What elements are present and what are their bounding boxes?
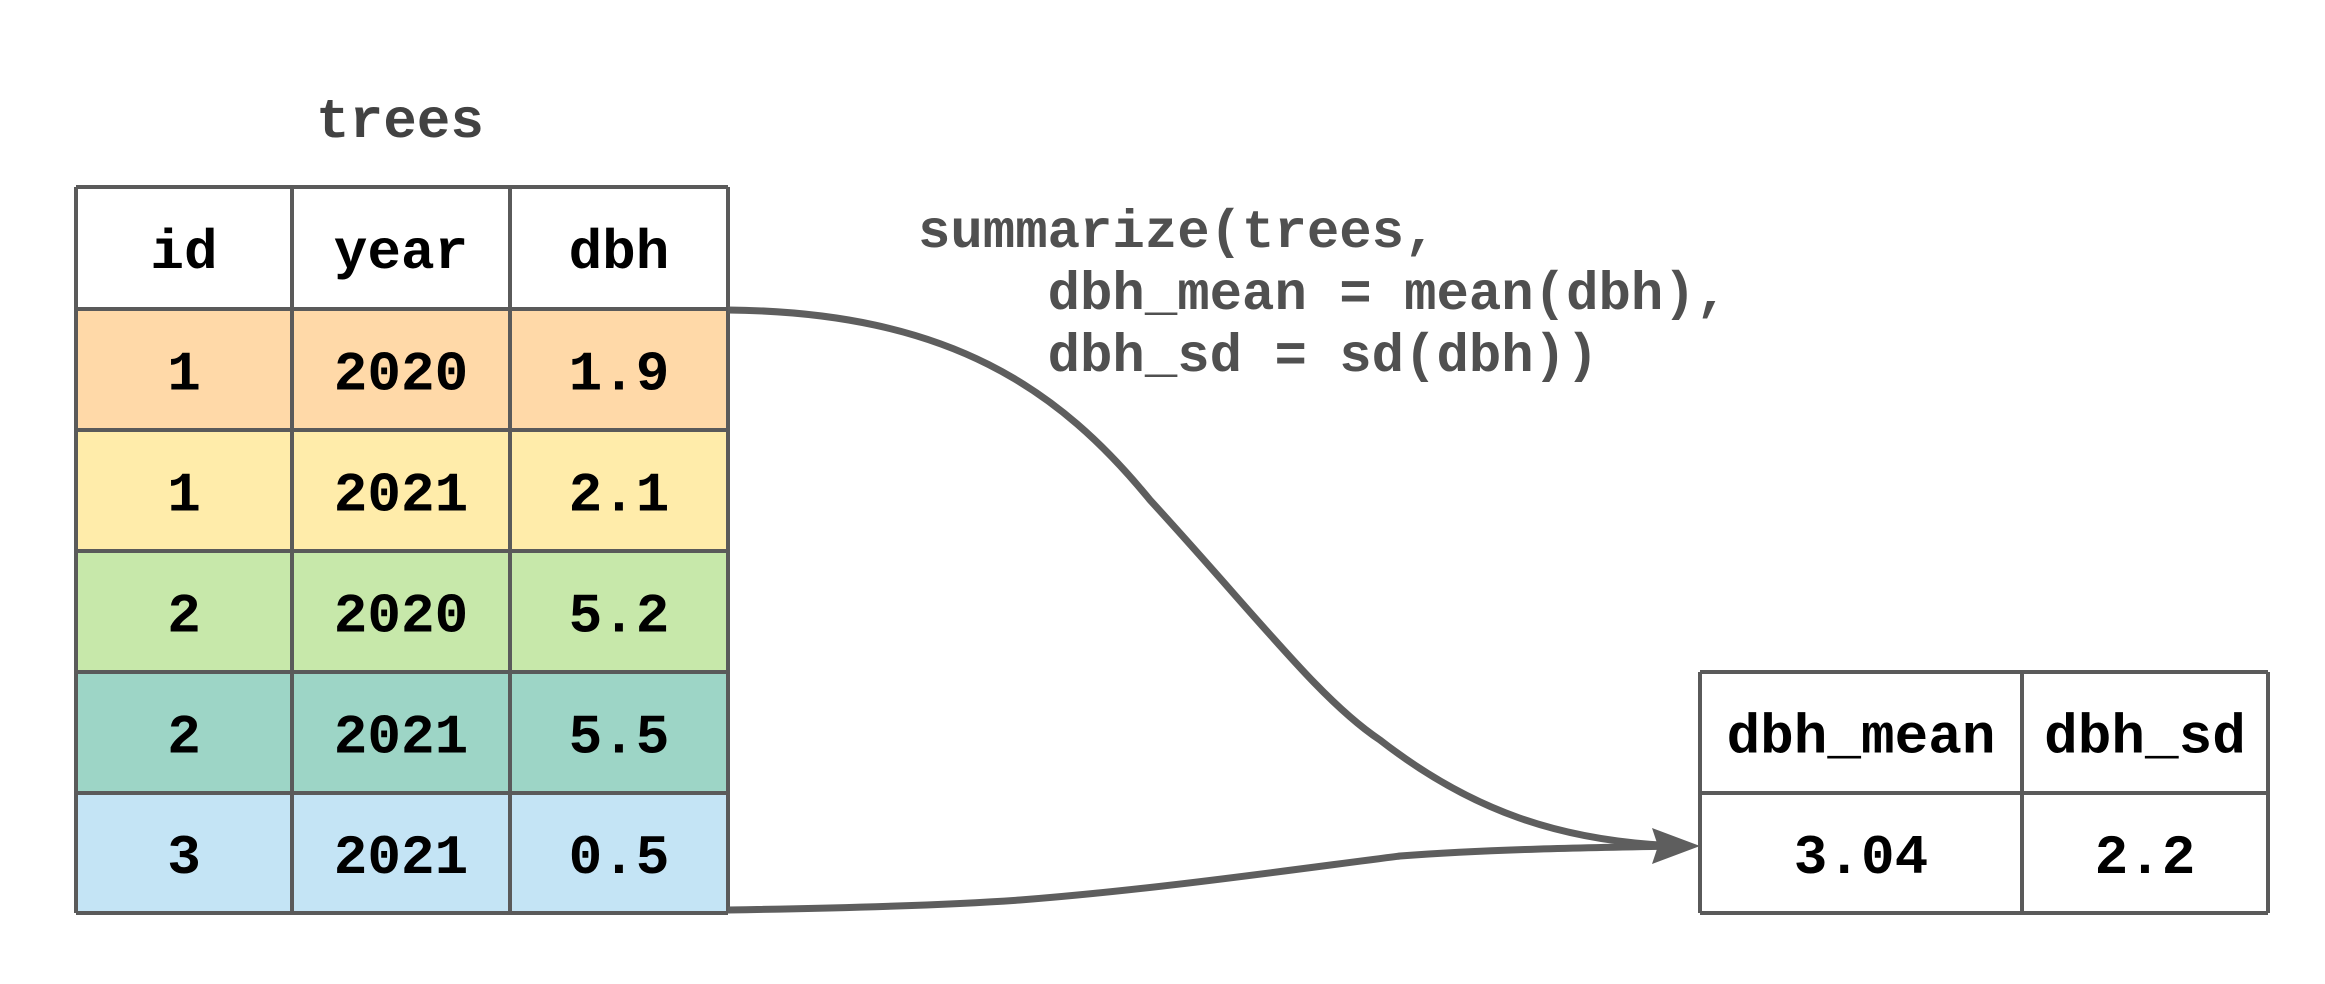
result-table-cell: 3.04 xyxy=(1794,826,1928,890)
source-table-cell: 0.5 xyxy=(569,826,670,890)
result-table-header-dbh-sd: dbh_sd xyxy=(2044,706,2246,770)
result-table-cell: 2.2 xyxy=(2095,826,2196,890)
code-line-3: dbh_sd = sd(dbh)) xyxy=(918,327,1599,388)
summarize-arrows xyxy=(727,306,1700,914)
arrow-head xyxy=(1652,828,1700,864)
result-table-header-dbh-mean: dbh_mean xyxy=(1727,706,1996,770)
result-table-header-row xyxy=(1700,672,2268,793)
source-table-cell: 2.1 xyxy=(569,464,670,528)
source-table-cell: 2021 xyxy=(334,464,468,528)
source-table-row-2 xyxy=(76,430,728,551)
source-table: id year dbh 1 2020 1.9 1 2021 2.1 2 2020 5.2 2 2021 5.… xyxy=(74,185,730,915)
source-table-row-5 xyxy=(76,793,728,913)
source-table-cell: 2 xyxy=(167,585,201,649)
code-block: summarize(trees, dbh_mean = mean(dbh), d… xyxy=(918,203,1728,388)
source-table-cell: 2021 xyxy=(334,826,468,890)
source-table-cell: 1 xyxy=(167,343,201,407)
source-table-header-id: id xyxy=(150,221,217,285)
source-table-header-year: year xyxy=(334,221,468,285)
source-table-cell: 2020 xyxy=(334,585,468,649)
source-table-cell: 5.2 xyxy=(569,585,670,649)
source-table-row-4 xyxy=(76,672,728,793)
source-table-header-row xyxy=(76,187,728,309)
source-table-cell: 2021 xyxy=(334,706,468,770)
source-table-row-3 xyxy=(76,551,728,672)
source-table-cell: 1.9 xyxy=(569,343,670,407)
arrow-bottom-curve xyxy=(727,842,1681,914)
source-table-title: trees xyxy=(316,90,484,154)
result-table-row-1 xyxy=(1700,793,2268,913)
source-table-header-dbh: dbh xyxy=(569,221,670,285)
source-table-cell: 2020 xyxy=(334,343,468,407)
result-table: dbh_mean dbh_sd 3.04 2.2 xyxy=(1698,670,2270,915)
arrow-top-curve xyxy=(727,306,1681,850)
source-table-cell: 5.5 xyxy=(569,706,670,770)
source-table-row-1 xyxy=(76,309,728,430)
code-line-1: summarize(trees, xyxy=(918,203,1436,264)
source-table-cell: 3 xyxy=(167,826,201,890)
code-line-2: dbh_mean = mean(dbh), xyxy=(918,265,1728,326)
source-table-cell: 2 xyxy=(167,706,201,770)
source-table-cell: 1 xyxy=(167,464,201,528)
